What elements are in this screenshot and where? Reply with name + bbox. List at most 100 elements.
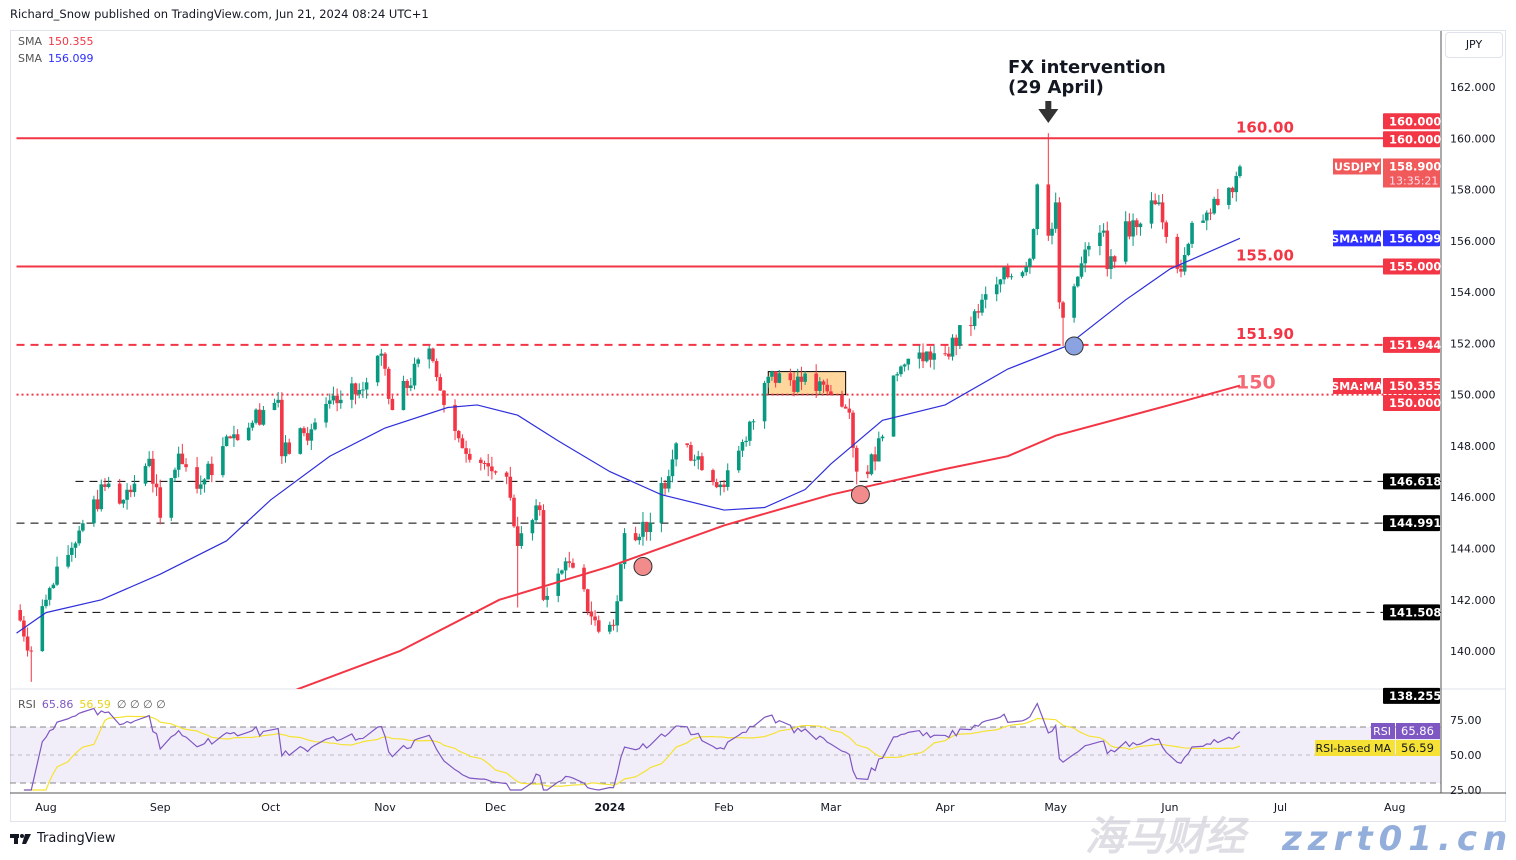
candle-body: [818, 381, 822, 391]
candle-body: [479, 459, 483, 463]
touch-marker: [1064, 336, 1084, 356]
candle-body: [748, 421, 752, 441]
candle-body: [405, 380, 409, 389]
candle-body: [902, 364, 907, 367]
candle-body: [77, 530, 81, 544]
candle-body: [364, 382, 369, 390]
candle-body: [563, 561, 568, 571]
rsi-ma-value: 56.59: [1401, 741, 1434, 755]
price-tick: 162.000: [1450, 81, 1496, 94]
candle-body: [770, 371, 774, 377]
candle-body: [117, 483, 122, 504]
candle-body: [1131, 220, 1135, 237]
level-label: 151.90: [1236, 325, 1294, 343]
price-tick: 152.000: [1450, 337, 1496, 350]
candle-body: [386, 368, 391, 399]
candle-body: [99, 484, 104, 510]
arrow-down-icon: [1045, 101, 1052, 110]
candle-body: [1234, 176, 1239, 193]
price-tick: 156.000: [1450, 235, 1496, 248]
candle-body: [519, 533, 524, 546]
candle-body: [515, 526, 520, 546]
candle-body: [198, 484, 203, 489]
candle-body: [276, 399, 280, 403]
candle-body: [1057, 202, 1062, 303]
price-axis-tag: 156.099: [1389, 231, 1441, 245]
candle-body: [928, 351, 933, 360]
candle-body: [184, 464, 188, 468]
candle-body: [917, 352, 922, 359]
candle-body: [490, 466, 494, 472]
candle-body: [1053, 202, 1058, 229]
price-tick: 140.000: [1450, 645, 1496, 658]
candle-body: [1190, 222, 1194, 244]
candle-body: [725, 470, 730, 487]
candle-body: [287, 442, 292, 454]
candle-body: [958, 325, 962, 346]
candle-body: [1216, 198, 1220, 205]
candle-body: [464, 448, 468, 454]
currency-button[interactable]: JPY: [1445, 32, 1503, 58]
candle-body: [814, 373, 818, 391]
time-tick: Jun: [1160, 801, 1178, 814]
candle-body: [1230, 187, 1235, 193]
candle-body: [1046, 184, 1051, 236]
candle-body: [1072, 286, 1076, 318]
rsi-ma-tag-bg: [1315, 740, 1395, 756]
candle-body: [663, 483, 667, 489]
candle-body: [1208, 212, 1213, 214]
candle-body: [1164, 222, 1169, 237]
candle-body: [427, 348, 432, 360]
candle-body: [1212, 198, 1216, 214]
candle-body: [534, 505, 538, 521]
candle-body: [740, 442, 745, 451]
candle-body: [714, 482, 719, 488]
candle-body: [1186, 243, 1191, 256]
candle-body: [353, 383, 358, 395]
price-tick: 158.000: [1450, 184, 1496, 197]
candle-body: [416, 359, 420, 364]
tradingview-brand[interactable]: TradingView: [37, 831, 116, 846]
candle-body: [305, 433, 310, 441]
time-tick: Dec: [485, 801, 506, 814]
candle-body: [390, 398, 395, 411]
candle-body: [339, 399, 343, 404]
price-axis-tag-bg: [1383, 378, 1440, 394]
candle-body: [280, 399, 284, 457]
candle-body: [486, 463, 490, 467]
candle-body: [493, 471, 498, 473]
candle-body: [309, 429, 314, 441]
candle-body: [899, 366, 903, 375]
candle-body: [983, 294, 988, 300]
candle-body: [560, 570, 564, 574]
price-axis-tag: 160.000: [1389, 114, 1441, 128]
candle-body: [1002, 267, 1006, 280]
rsi-value-bg: [1396, 723, 1440, 739]
candle-body: [401, 380, 406, 411]
candle-body: [25, 636, 30, 651]
candle-body: [206, 463, 210, 480]
price-tick: 150.000: [1450, 389, 1496, 402]
candle-body: [924, 351, 929, 362]
candle-body: [950, 337, 955, 357]
time-tick: Aug: [1384, 801, 1405, 814]
candle-body: [865, 471, 870, 475]
level-axis-tag-bg: [1383, 258, 1440, 275]
candle-body: [106, 483, 111, 487]
candle-body: [869, 454, 874, 475]
time-tick: Apr: [936, 801, 956, 814]
level-label: 150: [1236, 372, 1276, 394]
candle-body: [1149, 200, 1154, 224]
series-tag: SMA:MA: [1331, 232, 1383, 245]
candle-body: [1109, 256, 1113, 270]
time-tick: Nov: [374, 801, 396, 814]
candle-body: [1175, 236, 1180, 269]
candle-body: [1024, 266, 1029, 273]
candle-body: [921, 352, 925, 362]
candle-body: [906, 358, 911, 365]
candle-body: [891, 375, 896, 437]
candle-body: [324, 403, 328, 423]
candle-body: [637, 536, 642, 541]
level-axis-tag: 151.944: [1389, 338, 1441, 352]
